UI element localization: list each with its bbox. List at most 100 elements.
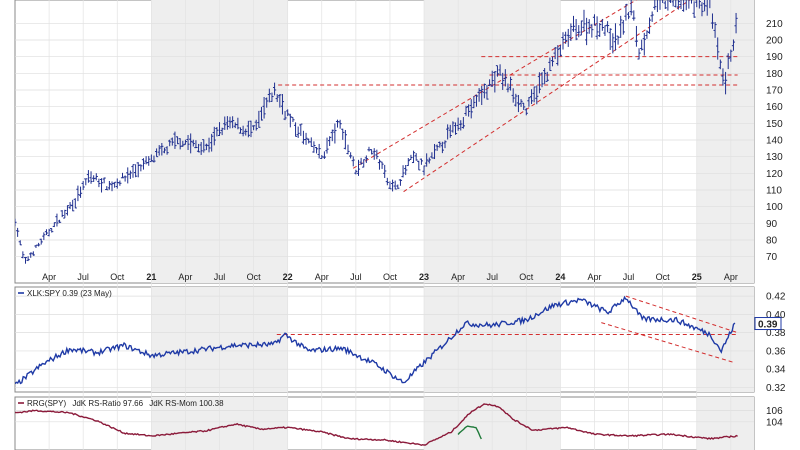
price-bar — [459, 120, 463, 131]
price-bar — [346, 144, 350, 155]
price-bar — [333, 123, 337, 144]
price-bar — [671, 0, 674, 7]
x-tick-label: Oct — [656, 272, 671, 282]
price-bar — [448, 124, 452, 138]
price-bar — [438, 141, 442, 148]
price-bar — [585, 17, 589, 46]
price-bar — [558, 44, 562, 57]
price-bar — [189, 133, 193, 154]
price-bar — [467, 104, 471, 117]
price-bar — [640, 39, 644, 51]
price-bar — [710, 13, 715, 29]
price-bar — [139, 164, 143, 172]
price-bar — [309, 137, 313, 148]
price-bar — [574, 19, 578, 41]
price-bar — [89, 171, 93, 184]
price-bar — [587, 19, 591, 34]
price-bar — [296, 126, 300, 138]
price-bar — [149, 154, 153, 163]
price-bar — [600, 18, 604, 31]
price-bar — [36, 242, 41, 247]
price-bar — [21, 251, 25, 259]
price-bar — [168, 139, 172, 147]
price-bar — [440, 141, 444, 154]
price-bar — [508, 76, 513, 91]
price-bar — [577, 25, 581, 38]
price-bar — [411, 150, 416, 164]
price-bar — [160, 142, 164, 156]
price-bar — [514, 93, 518, 107]
price-bar — [86, 170, 91, 183]
price-bar — [472, 96, 476, 109]
x-axis: Apr Jul Oct 21 Apr Jul Oct 22 Apr Jul Oct 23 Apr Jul O… — [42, 272, 738, 282]
price-bar — [42, 232, 46, 240]
price-bar — [286, 109, 290, 117]
price-bar — [493, 71, 497, 93]
price-bar — [713, 22, 717, 38]
price-bar — [605, 21, 610, 33]
price-bar — [629, 0, 633, 16]
year-band — [696, 0, 754, 283]
price-bar — [202, 139, 206, 153]
price-bar — [443, 140, 447, 149]
price-bar — [598, 23, 602, 37]
price-bar — [199, 142, 203, 155]
price-bar — [524, 108, 528, 116]
price-bar — [700, 2, 704, 17]
price-bar — [338, 119, 342, 129]
price-bar — [272, 82, 277, 96]
price-bar — [322, 151, 327, 159]
price-bar — [621, 19, 625, 35]
price-bar — [688, 0, 690, 9]
price-bar — [616, 35, 620, 45]
x-tick-label: Apr — [724, 272, 738, 282]
price-bar — [191, 139, 195, 147]
x-tick-label: Oct — [247, 272, 262, 282]
price-bar — [422, 165, 426, 176]
price-bar — [246, 120, 250, 138]
y-tick-label: 0.40 — [766, 310, 786, 321]
x-tick-label: Oct — [383, 272, 398, 282]
price-bar — [456, 117, 460, 131]
price-bar — [94, 173, 98, 181]
price-bar — [207, 137, 211, 153]
price-bar — [650, 11, 654, 22]
x-tick-label: Apr — [178, 272, 192, 282]
price-bar — [383, 164, 387, 179]
x-tick-label: Jul — [350, 272, 362, 282]
price-bar — [364, 155, 368, 163]
y-tick-label: 106 — [766, 406, 783, 417]
price-bar — [685, 0, 687, 11]
price-bar — [252, 125, 256, 131]
price-bar — [556, 45, 560, 66]
price-bar — [50, 227, 54, 233]
price-bar — [716, 37, 720, 60]
price-bar — [317, 143, 321, 159]
y-tick-label: 0.38 — [766, 328, 786, 339]
price-bar — [267, 88, 271, 103]
price-bar — [579, 20, 583, 36]
rs-y-axis: 0.32 0.34 0.36 0.38 0.40 0.42 — [766, 292, 786, 394]
price-bar — [705, 0, 708, 16]
price-bar — [435, 144, 439, 151]
price-bar — [162, 147, 167, 154]
price-bar — [312, 141, 316, 153]
y-tick-label: 70 — [766, 252, 778, 263]
price-bar — [453, 122, 458, 135]
price-bar — [516, 94, 521, 113]
y-tick-label: 130 — [766, 152, 783, 163]
price-bar — [65, 205, 70, 216]
price-bar — [388, 181, 392, 190]
price-bar — [249, 120, 253, 138]
rrg-legend: RRG(SPY) JdK RS-Ratio 97.66 JdK RS-Mom 1… — [18, 399, 224, 408]
price-bar — [718, 59, 722, 70]
price-bar — [393, 180, 397, 190]
price-bar — [417, 160, 421, 171]
price-bar — [645, 30, 649, 39]
price-bar — [215, 126, 219, 137]
price-bar — [634, 25, 639, 47]
price-bar — [446, 124, 450, 140]
price-bar — [676, 0, 680, 10]
trend-channel-line — [601, 322, 736, 364]
price-bar — [241, 125, 245, 137]
